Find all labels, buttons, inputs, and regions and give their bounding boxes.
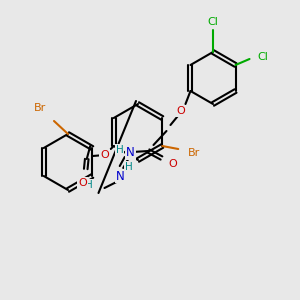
Text: O: O: [78, 178, 87, 188]
Text: H: H: [116, 145, 123, 155]
Text: H: H: [124, 162, 132, 172]
Text: H: H: [85, 180, 92, 190]
Text: O: O: [176, 106, 185, 116]
Text: O: O: [168, 159, 177, 169]
Text: N: N: [116, 169, 125, 182]
Text: Cl: Cl: [257, 52, 268, 62]
Text: Cl: Cl: [208, 17, 218, 27]
Text: N: N: [126, 146, 135, 160]
Text: O: O: [100, 150, 109, 160]
Text: Br: Br: [188, 148, 200, 158]
Text: Br: Br: [34, 103, 46, 113]
